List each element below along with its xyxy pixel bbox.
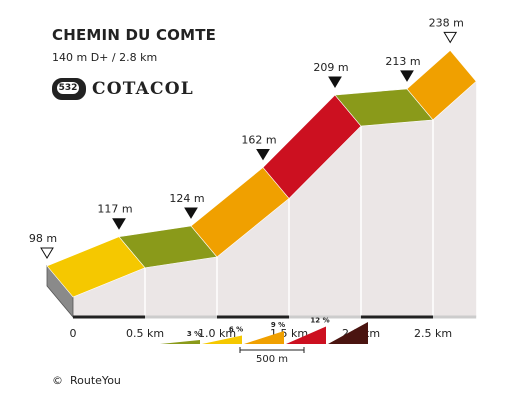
elevation-label: 117 m: [97, 203, 132, 216]
elevation-marker-icon: [184, 207, 198, 219]
x-tick-label: 0: [70, 327, 77, 340]
cotacol-badge: 532: [52, 78, 86, 100]
elevation-label: 124 m: [169, 192, 204, 205]
endpoint-marker-icon: [443, 31, 458, 44]
scale-label: 500 m: [256, 354, 288, 365]
elevation-marker-icon: [112, 218, 126, 230]
x-tick-label: 0.5 km: [126, 327, 164, 340]
legend-swatch: [160, 340, 200, 344]
badge-number: 532: [57, 82, 79, 94]
endpoint-marker-icon: [40, 247, 54, 259]
elevation-label: 209 m: [313, 61, 348, 74]
elevation-marker-icon: [256, 148, 270, 161]
brand-name: COTACOL: [92, 79, 194, 99]
elevation-label: 98 m: [29, 232, 57, 245]
legend-swatch: [244, 331, 284, 344]
profile-segment: [406, 49, 477, 121]
legend-label: 3 %: [187, 330, 201, 338]
legend-swatch: [202, 335, 242, 344]
elevation-label: 213 m: [385, 55, 420, 68]
chart-subtitle: 140 m D+ / 2.8 km: [52, 51, 158, 64]
copyright: © RouteYou: [52, 374, 121, 387]
copyright-symbol: ©: [52, 374, 63, 387]
legend-label: 9 %: [271, 321, 285, 329]
legend-swatch: [328, 322, 368, 344]
copyright-text: RouteYou: [70, 374, 121, 387]
x-tick-label: 1.0 km: [198, 327, 236, 340]
x-tick-label: 2.5 km: [414, 327, 452, 340]
legend-label: 12 %: [310, 317, 329, 325]
profile-side-wall: [73, 81, 477, 318]
chart-title: CHEMIN DU COMTE: [52, 26, 217, 44]
legend-label: 6 %: [229, 326, 243, 334]
elevation-label: 238 m: [429, 16, 464, 29]
elevation-marker-icon: [400, 70, 414, 82]
elevation-marker-icon: [328, 76, 342, 89]
elevation-label: 162 m: [241, 133, 276, 146]
legend-swatch: [286, 326, 326, 344]
